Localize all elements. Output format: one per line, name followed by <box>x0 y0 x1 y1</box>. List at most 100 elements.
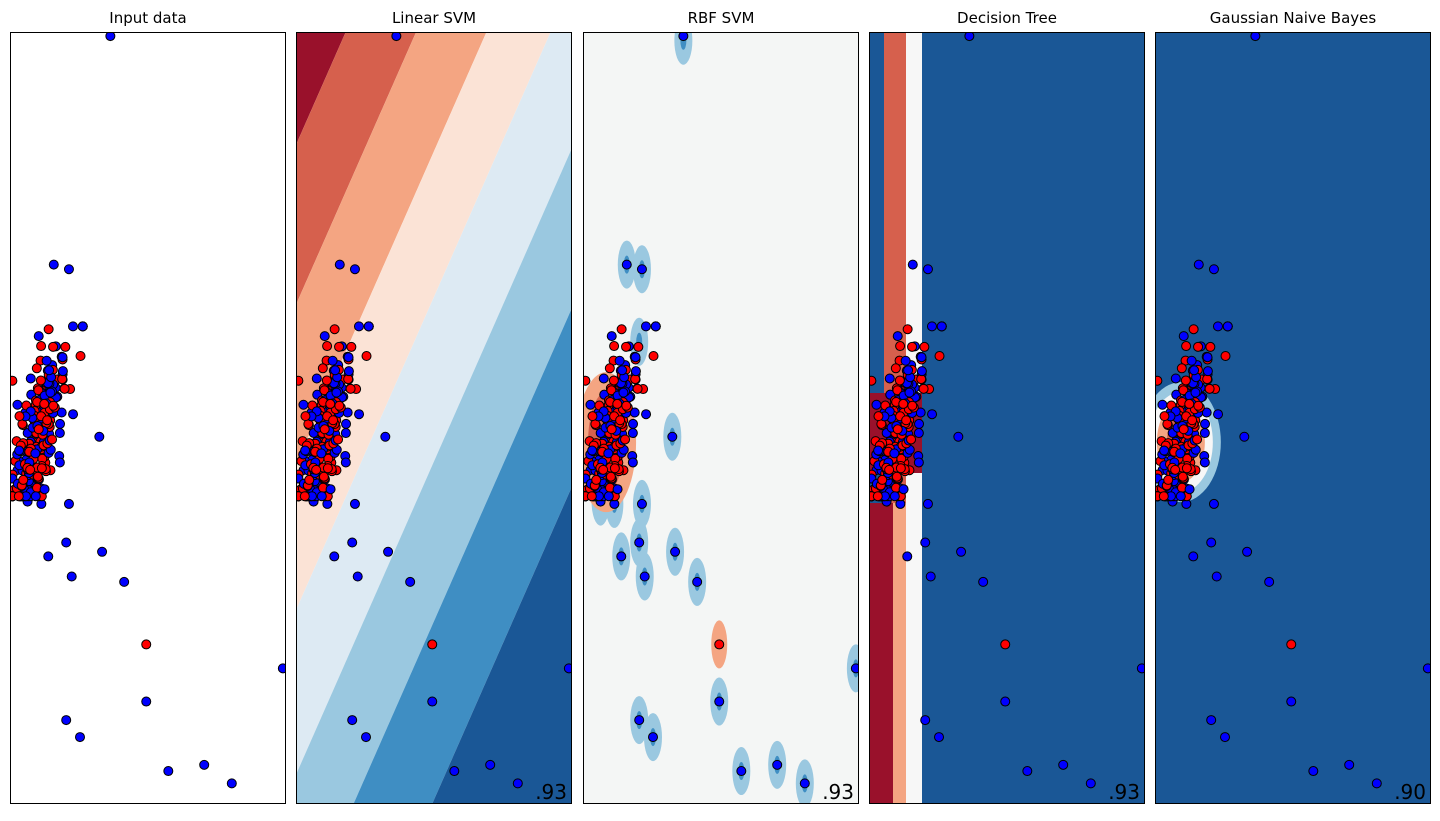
scatter-point <box>347 715 358 726</box>
scatter-point <box>321 375 332 386</box>
scatter-point <box>67 321 78 332</box>
scatter-point <box>297 375 304 386</box>
scatter-point <box>670 546 681 557</box>
scatter-point <box>934 350 945 361</box>
scatter-point <box>1190 387 1201 398</box>
scatter-point <box>63 264 74 275</box>
scatter-point <box>33 331 44 342</box>
scatter-point <box>277 663 285 674</box>
scatter-point <box>11 375 18 386</box>
scatter-point <box>890 363 901 374</box>
scatter-point <box>1242 546 1253 557</box>
scatter-point <box>14 445 25 456</box>
scatter-point <box>900 355 911 366</box>
scatter-point <box>609 463 620 474</box>
scatter-point <box>1136 663 1144 674</box>
scatter-point <box>1163 474 1174 485</box>
scatter-point <box>621 341 632 352</box>
scatter-point <box>978 576 989 587</box>
scatter-point <box>634 537 645 548</box>
scatter-point <box>667 431 678 442</box>
scatter-point <box>920 537 931 548</box>
scatter-point <box>926 321 937 332</box>
scatter-point <box>889 491 900 502</box>
scatter-point <box>913 428 924 439</box>
scatter-point <box>919 341 930 352</box>
scatter-point <box>512 778 523 789</box>
scatter-point <box>953 431 964 442</box>
scatter-point <box>603 448 614 459</box>
scatter-point <box>316 448 327 459</box>
scatter-point <box>648 350 659 361</box>
plot-canvas <box>584 33 858 803</box>
scatter-point <box>340 457 351 468</box>
scatter-point <box>873 411 884 422</box>
scatter-point <box>621 259 632 270</box>
scatter-point <box>300 445 311 456</box>
scatter-point <box>678 33 689 42</box>
scatter-point <box>1286 696 1297 707</box>
panel-title: Input data <box>109 9 187 27</box>
scatter-point <box>44 365 55 376</box>
scatter-point <box>329 324 340 335</box>
scatter-point <box>322 463 333 474</box>
scatter-point <box>298 399 309 410</box>
scatter-point <box>31 363 42 374</box>
scatter-point <box>618 387 629 398</box>
panel-title: Linear SVM <box>391 9 477 27</box>
scatter-point <box>1187 415 1198 426</box>
scatter-point <box>39 398 50 409</box>
scatter-point <box>936 321 947 332</box>
scatter-point <box>1170 373 1181 384</box>
scatter-point <box>331 387 342 398</box>
scatter-point <box>620 434 631 445</box>
decision-band <box>353 310 571 803</box>
scatter-point <box>33 385 44 396</box>
panel-title: Decision Tree <box>957 9 1057 27</box>
scatter-point <box>329 551 340 562</box>
plot-canvas <box>11 33 285 789</box>
plot-area: .90 <box>1155 32 1431 804</box>
scatter-point <box>1193 400 1204 411</box>
scatter-point <box>1208 498 1219 509</box>
scatter-point <box>304 474 315 485</box>
scatter-point <box>1188 324 1199 335</box>
scatter-point <box>346 341 357 352</box>
scatter-point <box>692 576 703 587</box>
scatter-point <box>311 373 322 384</box>
data-points <box>870 33 1144 789</box>
scatter-point <box>894 375 905 386</box>
scatter-point <box>1175 491 1186 502</box>
accuracy-score: .93 <box>535 780 567 804</box>
scatter-point <box>606 331 617 342</box>
scatter-point <box>1204 383 1215 394</box>
scatter-point <box>587 411 598 422</box>
scatter-point <box>892 331 903 342</box>
plot-area <box>10 32 286 804</box>
scatter-point <box>586 491 597 502</box>
scatter-point <box>1371 778 1382 789</box>
scatter-point <box>299 491 310 502</box>
scatter-point <box>714 696 725 707</box>
scatter-point <box>349 498 360 509</box>
scatter-point <box>889 448 900 459</box>
scatter-point <box>920 715 931 726</box>
scatter-point <box>627 428 638 439</box>
scatter-point <box>14 411 25 422</box>
scatter-point <box>630 352 641 363</box>
scatter-point <box>30 491 41 502</box>
scatter-point <box>648 732 658 743</box>
scatter-point <box>1220 350 1231 361</box>
scatter-point <box>616 551 627 562</box>
scatter-point <box>1181 341 1192 352</box>
scatter-point <box>485 759 496 770</box>
plot-area: .93 <box>869 32 1145 804</box>
scatter-point <box>1000 696 1011 707</box>
scatter-point <box>892 385 903 396</box>
scatter-point <box>884 464 895 475</box>
scatter-point <box>633 341 644 352</box>
decision-surface <box>1156 33 1430 803</box>
scatter-point <box>612 398 623 409</box>
scatter-point <box>141 696 152 707</box>
scatter-point <box>43 551 54 562</box>
